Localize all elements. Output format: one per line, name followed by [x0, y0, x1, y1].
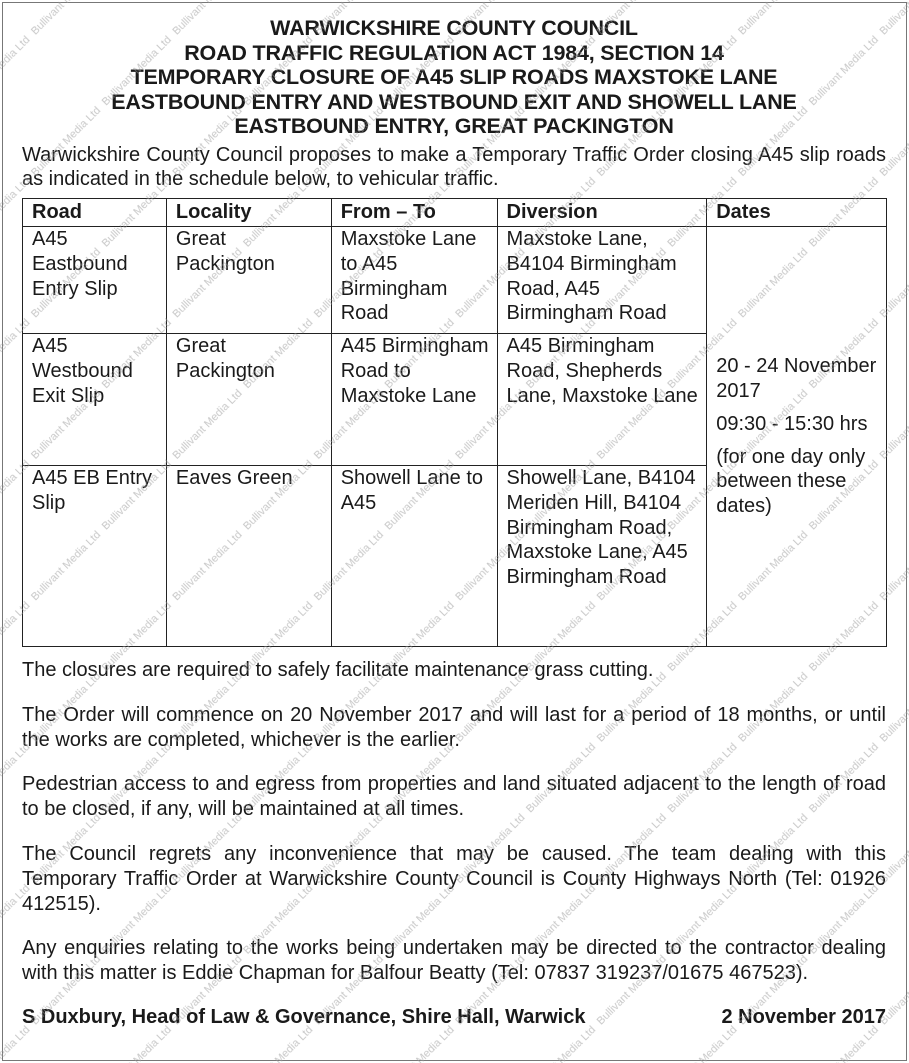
dates-note: (for one day only between these dates): [716, 445, 866, 518]
cell-diversion: Maxstoke Lane, B4104 Birmingham Road, A4…: [496, 226, 708, 335]
title-line: EASTBOUND ENTRY, GREAT PACKINGTON: [234, 114, 674, 138]
header-diversion: Diversion: [496, 198, 708, 228]
title-line: TEMPORARY CLOSURE OF A45 SLIP ROADS MAXS…: [130, 65, 778, 89]
cell-locality: Great Packington: [165, 333, 332, 467]
dates-range: 20 - 24 November 2017: [716, 355, 877, 402]
body-paragraph: The Order will commence on 20 November 2…: [22, 703, 886, 751]
cell-road: A45 Eastbound Entry Slip: [22, 226, 167, 335]
cell-from-to: Maxstoke Lane to A45 Birmingham Road: [330, 226, 498, 335]
notice-date: 2 November 2017: [721, 1006, 886, 1029]
body-paragraph: The Council regrets any inconvenience th…: [22, 843, 886, 915]
body-paragraph: Any enquiries relating to the works bein…: [22, 937, 886, 985]
cell-from-to: A45 Birmingham Road to Maxstoke Lane: [330, 333, 498, 467]
public-notice: WARWICKSHIRE COUNTY COUNCIL ROAD TRAFFIC…: [22, 16, 887, 1029]
body-paragraph: The closures are required to safely faci…: [22, 659, 654, 682]
header-dates: Dates: [706, 198, 887, 228]
cell-locality: Great Packington: [165, 226, 332, 335]
signatory: S Duxbury, Head of Law & Governance, Shi…: [22, 1006, 586, 1029]
title-line: EASTBOUND ENTRY AND WESTBOUND EXIT AND S…: [111, 89, 797, 114]
closure-schedule-table: Road Locality From – To Diversion Dates …: [22, 198, 887, 648]
cell-from-to: Showell Lane to A45: [330, 465, 498, 648]
body-paragraph: Pedestrian access to and egress from pro…: [22, 773, 886, 821]
table-row: A45 Eastbound Entry Slip Great Packingto…: [22, 226, 887, 648]
table-header-row: Road Locality From – To Diversion Dates: [22, 198, 887, 228]
cell-dates: 20 - 24 November 2017 09:30 - 15:30 hrs …: [706, 226, 887, 648]
header-road: Road: [22, 198, 167, 228]
header-locality: Locality: [165, 198, 332, 228]
cell-diversion: A45 Birmingham Road, Shepherds Lane, Max…: [496, 333, 708, 467]
intro-paragraph: Warwickshire County Council proposes to …: [22, 143, 886, 191]
cell-road: A45 EB Entry Slip: [22, 465, 167, 648]
title-line: WARWICKSHIRE COUNTY COUNCIL: [270, 16, 638, 40]
header-from-to: From – To: [330, 198, 498, 228]
title-line: ROAD TRAFFIC REGULATION ACT 1984, SECTIO…: [184, 40, 724, 65]
dates-times: 09:30 - 15:30 hrs: [716, 412, 868, 435]
cell-locality: Eaves Green: [165, 465, 332, 648]
cell-road: A45 Westbound Exit Slip: [22, 333, 167, 467]
notice-title: WARWICKSHIRE COUNTY COUNCIL ROAD TRAFFIC…: [22, 16, 886, 139]
signature-line: S Duxbury, Head of Law & Governance, Shi…: [22, 1006, 886, 1029]
cell-diversion: Showell Lane, B4104 Meriden Hill, B4104 …: [496, 465, 708, 648]
